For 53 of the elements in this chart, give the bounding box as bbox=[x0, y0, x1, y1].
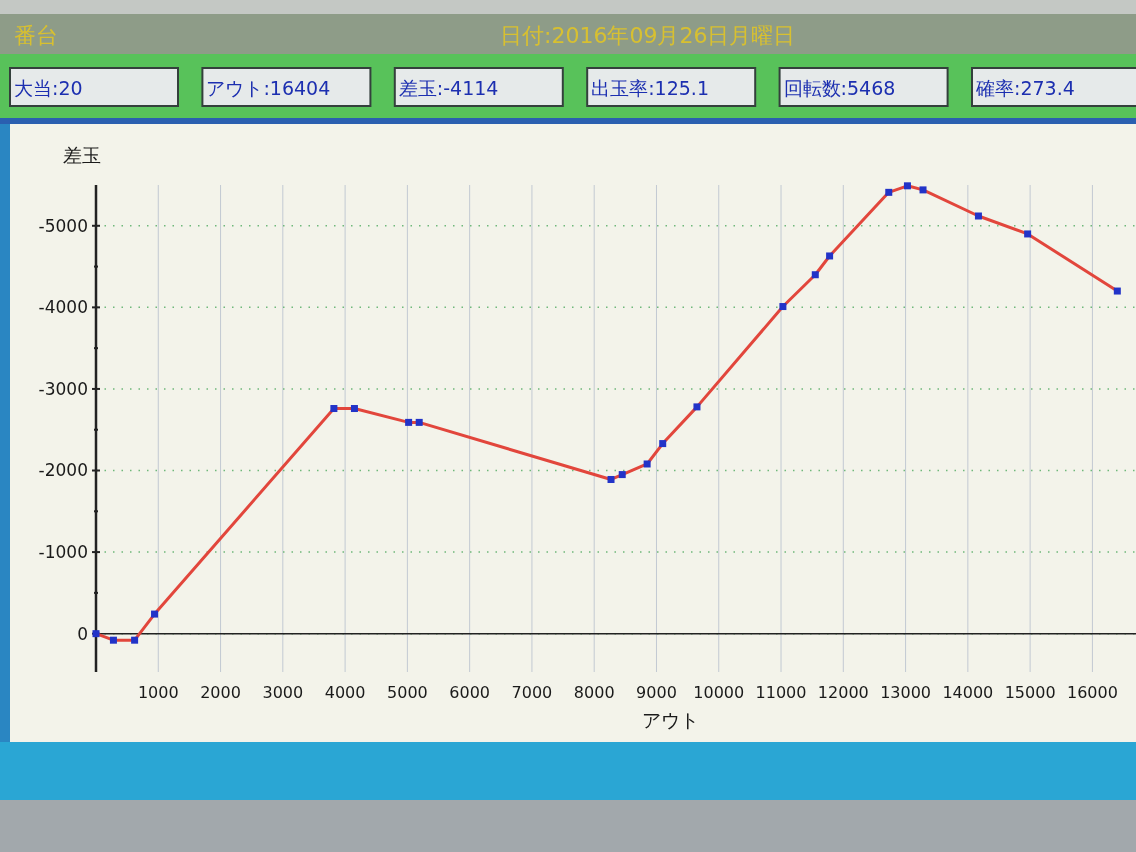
text: 出玉率:125.1 bbox=[591, 77, 709, 99]
point bbox=[405, 418, 413, 426]
point bbox=[826, 252, 834, 260]
point bbox=[974, 212, 982, 220]
x-tick-label: 5000 bbox=[387, 683, 428, 702]
y-tick-label: 0 bbox=[77, 623, 88, 644]
x-axis-title: アウト bbox=[641, 709, 699, 731]
point bbox=[151, 610, 159, 618]
y-tick-label: -3000 bbox=[38, 378, 88, 399]
x-tick-label: 14000 bbox=[942, 683, 994, 702]
point bbox=[693, 403, 701, 411]
point bbox=[903, 182, 911, 190]
y-tick-label: -2000 bbox=[38, 460, 88, 481]
x-tick-label: 9000 bbox=[636, 683, 677, 702]
x-tick-label: 12000 bbox=[817, 683, 869, 702]
point bbox=[885, 188, 893, 196]
point bbox=[607, 475, 615, 483]
text: 確率:273.4 bbox=[975, 77, 1075, 99]
x-tick-label: 13000 bbox=[880, 683, 932, 702]
chart-title: 日付:2016年09月26日月曜日 bbox=[500, 23, 796, 48]
text: 大当:20 bbox=[14, 77, 83, 99]
x-tick-label: 11000 bbox=[755, 683, 807, 702]
point bbox=[811, 271, 819, 279]
point bbox=[919, 186, 927, 194]
point bbox=[1113, 287, 1121, 295]
y-axis-title: 差玉 bbox=[63, 144, 101, 166]
x-tick-label: 6000 bbox=[449, 683, 491, 702]
text: 差玉:-4114 bbox=[398, 77, 499, 99]
point bbox=[618, 471, 626, 479]
x-tick-label: 7000 bbox=[511, 683, 553, 702]
point bbox=[131, 636, 139, 644]
point bbox=[659, 440, 667, 448]
point bbox=[415, 418, 423, 426]
point bbox=[350, 405, 358, 413]
x-tick-label: 4000 bbox=[324, 683, 366, 702]
x-tick-label: 8000 bbox=[573, 683, 615, 702]
x-tick-label: 1000 bbox=[137, 683, 179, 702]
text: アウト:16404 bbox=[206, 77, 331, 99]
y-tick-label: -5000 bbox=[38, 215, 88, 236]
x-tick-label: 15000 bbox=[1004, 683, 1056, 702]
x-tick-label: 16000 bbox=[1066, 683, 1118, 702]
text: 回転数:5468 bbox=[783, 77, 896, 99]
x-tick-label: 3000 bbox=[262, 683, 304, 702]
point bbox=[1024, 230, 1032, 238]
y-tick-label: -4000 bbox=[38, 297, 88, 318]
x-tick-label: 10000 bbox=[693, 683, 745, 702]
point bbox=[330, 405, 338, 413]
point bbox=[643, 460, 651, 468]
x-tick-label: 2000 bbox=[200, 683, 241, 702]
text: 番台 bbox=[14, 23, 58, 48]
point bbox=[779, 303, 787, 311]
y-tick-label: -1000 bbox=[38, 542, 88, 563]
point bbox=[109, 636, 117, 644]
